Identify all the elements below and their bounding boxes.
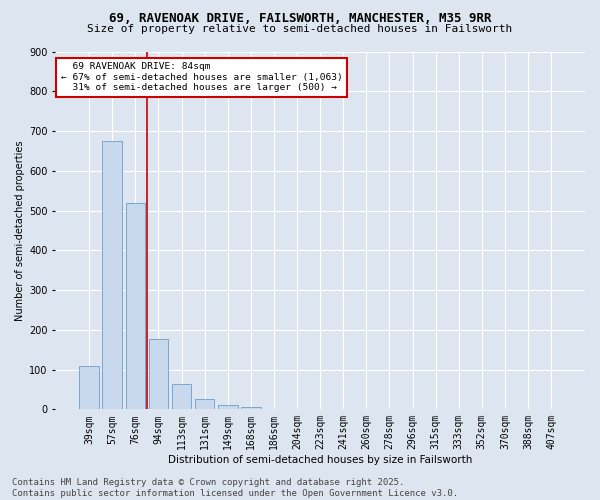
Bar	[241, 406, 260, 410]
Bar	[149, 338, 169, 409]
Text: 69, RAVENOAK DRIVE, FAILSWORTH, MANCHESTER, M35 9RR: 69, RAVENOAK DRIVE, FAILSWORTH, MANCHEST…	[109, 12, 491, 26]
Bar	[103, 141, 122, 409]
Y-axis label: Number of semi-detached properties: Number of semi-detached properties	[15, 140, 25, 320]
Text: Size of property relative to semi-detached houses in Failsworth: Size of property relative to semi-detach…	[88, 24, 512, 34]
X-axis label: Distribution of semi-detached houses by size in Failsworth: Distribution of semi-detached houses by …	[168, 455, 472, 465]
Bar	[125, 202, 145, 410]
Bar	[79, 366, 99, 410]
Text: 69 RAVENOAK DRIVE: 84sqm
← 67% of semi-detached houses are smaller (1,063)
  31%: 69 RAVENOAK DRIVE: 84sqm ← 67% of semi-d…	[61, 62, 343, 92]
Bar	[172, 384, 191, 409]
Bar	[264, 408, 284, 410]
Bar	[195, 400, 214, 409]
Text: Contains HM Land Registry data © Crown copyright and database right 2025.
Contai: Contains HM Land Registry data © Crown c…	[12, 478, 458, 498]
Bar	[218, 406, 238, 409]
